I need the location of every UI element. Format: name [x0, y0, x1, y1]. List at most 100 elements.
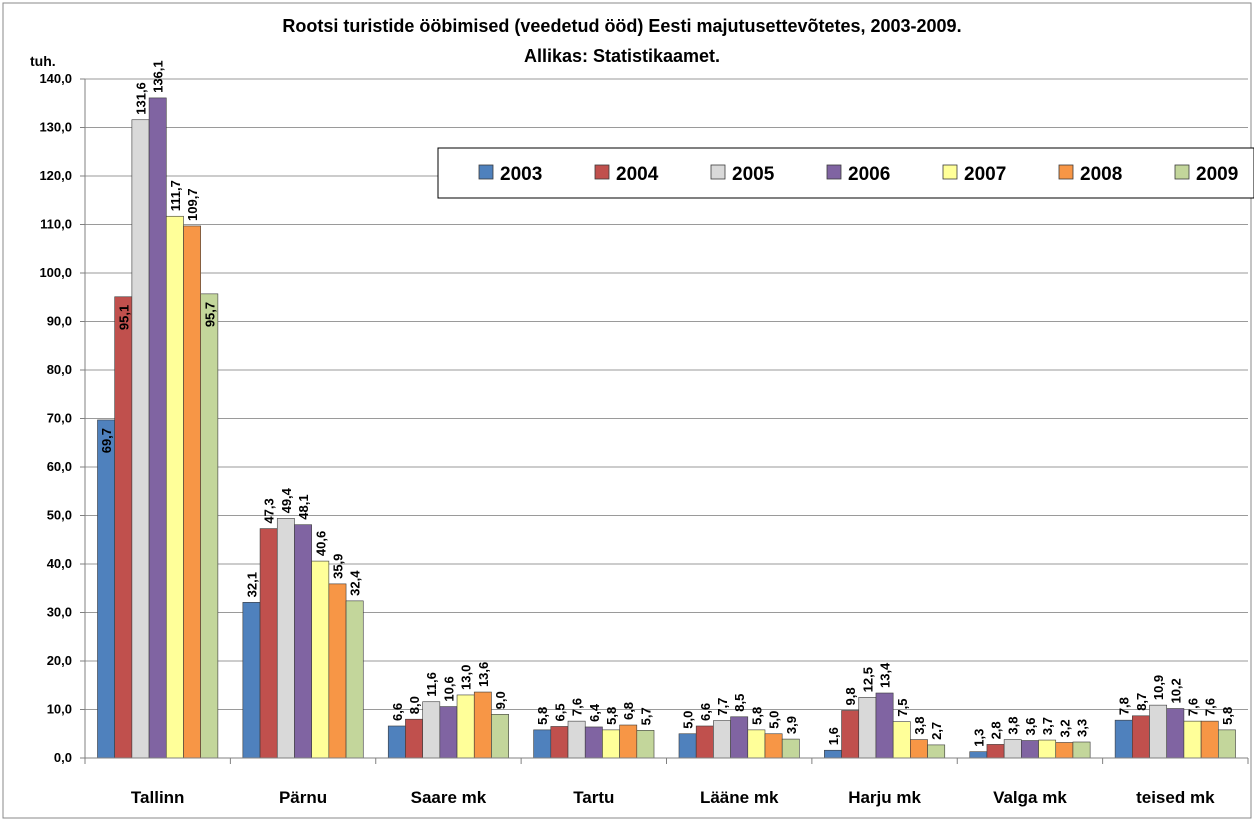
data-label: 10,9 — [1151, 675, 1166, 700]
data-label: 131,6 — [133, 82, 148, 115]
data-label: 3,3 — [1075, 719, 1090, 737]
data-label: 11,6 — [424, 672, 439, 697]
data-label: 136,1 — [151, 60, 166, 93]
x-tick-label: Pärnu — [279, 788, 327, 807]
bar — [1038, 739, 1057, 759]
x-tick-label: Lääne mk — [700, 788, 779, 807]
bar — [781, 738, 800, 759]
data-label: 95,7 — [202, 302, 217, 327]
bar — [1114, 719, 1133, 759]
bar — [1021, 740, 1039, 759]
bar — [1132, 715, 1150, 759]
data-label: 5,7 — [638, 707, 653, 725]
data-label: 7,6 — [570, 698, 585, 716]
legend-label: 2009 — [1196, 164, 1238, 185]
data-label: 111,7 — [168, 180, 183, 211]
y-axis-unit-label: tuh. — [30, 53, 56, 69]
data-label: 5,8 — [604, 707, 619, 725]
data-label: 5,8 — [749, 707, 764, 725]
data-label: 49,4 — [279, 487, 294, 513]
bar — [875, 692, 894, 759]
legend-label: 2006 — [848, 164, 890, 185]
bar — [328, 583, 347, 759]
y-tick-label: 60,0 — [47, 459, 72, 474]
bar — [1072, 741, 1091, 759]
data-label: 6,4 — [587, 703, 602, 722]
chart-subtitle: Allikas: Statistikaamet. — [524, 46, 720, 66]
data-label: 3,9 — [784, 716, 799, 734]
y-tick-label: 100,0 — [39, 265, 72, 280]
legend-label: 2007 — [964, 164, 1006, 185]
legend: 2003 2004 2005 2006 2007 2008 2009 — [437, 147, 1254, 199]
bar — [276, 518, 295, 759]
bar — [114, 296, 133, 759]
x-axis-ticks: Tallinn Pärnu Saare mk Tartu Lääne mk Harju m… — [84, 758, 1249, 807]
bar — [747, 729, 766, 759]
gridlines — [85, 78, 1248, 710]
data-label: 7,8 — [1117, 697, 1132, 715]
data-label: 6,5 — [552, 703, 567, 721]
bar — [730, 716, 749, 759]
data-label: 7,7 — [715, 698, 730, 716]
legend-label: 2008 — [1080, 164, 1122, 185]
data-label: 13,0 — [459, 665, 474, 690]
data-label: 7,5 — [895, 699, 910, 717]
data-label: 9,8 — [843, 687, 858, 705]
bar — [200, 293, 219, 759]
data-label: 5,0 — [767, 711, 782, 729]
bars — [97, 97, 1236, 759]
legend-label: 2005 — [732, 164, 775, 185]
data-label: 109,7 — [185, 188, 200, 221]
data-label: 6,6 — [390, 703, 405, 721]
data-label: 3,8 — [912, 716, 927, 734]
bar — [387, 725, 406, 759]
bar — [439, 706, 458, 759]
bar — [1200, 720, 1219, 759]
data-label: 5,8 — [1220, 707, 1235, 725]
bar — [422, 701, 441, 759]
data-label: 10,2 — [1168, 678, 1183, 703]
data-label: 32,1 — [244, 572, 259, 597]
x-tick-label: Saare mk — [411, 788, 487, 807]
bar — [345, 600, 364, 759]
data-label: 1,3 — [971, 729, 986, 747]
y-tick-label: 20,0 — [47, 653, 72, 668]
bar — [602, 729, 620, 759]
y-axis-ticks: 0,0 10,0 20,0 30,0 40,0 50,0 60,0 70,0 80,0 90,0 1… — [39, 71, 85, 765]
data-label: 5,0 — [681, 711, 696, 729]
y-tick-label: 120,0 — [39, 168, 72, 183]
y-tick-label: 110,0 — [40, 217, 72, 232]
x-tick-label: Tallinn — [131, 788, 185, 807]
data-label: 3,8 — [1006, 716, 1021, 734]
legend-box — [437, 147, 1254, 199]
legend-label: 2004 — [616, 164, 659, 185]
y-tick-label: 0,0 — [54, 750, 72, 765]
legend-swatch — [1174, 164, 1190, 180]
data-label: 35,9 — [330, 554, 345, 579]
x-tick-label: teised mk — [1136, 788, 1215, 807]
bar — [910, 739, 928, 759]
bar — [1149, 704, 1168, 759]
bar — [1003, 739, 1022, 759]
data-label: 12,5 — [860, 667, 875, 692]
data-label: 32,4 — [348, 570, 363, 596]
y-tick-label: 140,0 — [39, 71, 72, 86]
bar — [695, 725, 714, 759]
bar — [242, 602, 261, 759]
bar — [259, 528, 278, 759]
legend-swatch — [1058, 164, 1074, 180]
data-label: 3,2 — [1057, 719, 1072, 737]
legend-label: 2003 — [500, 164, 542, 185]
bar — [858, 697, 877, 759]
bar — [764, 733, 783, 759]
data-label: 3,7 — [1040, 717, 1055, 735]
data-label: 95,1 — [116, 305, 131, 330]
x-tick-label: Harju mk — [848, 788, 921, 807]
y-tick-label: 10,0 — [47, 702, 72, 717]
bar — [713, 720, 731, 759]
bar — [294, 524, 312, 759]
data-label: 3,6 — [1023, 717, 1038, 735]
data-label: 48,1 — [296, 494, 311, 519]
